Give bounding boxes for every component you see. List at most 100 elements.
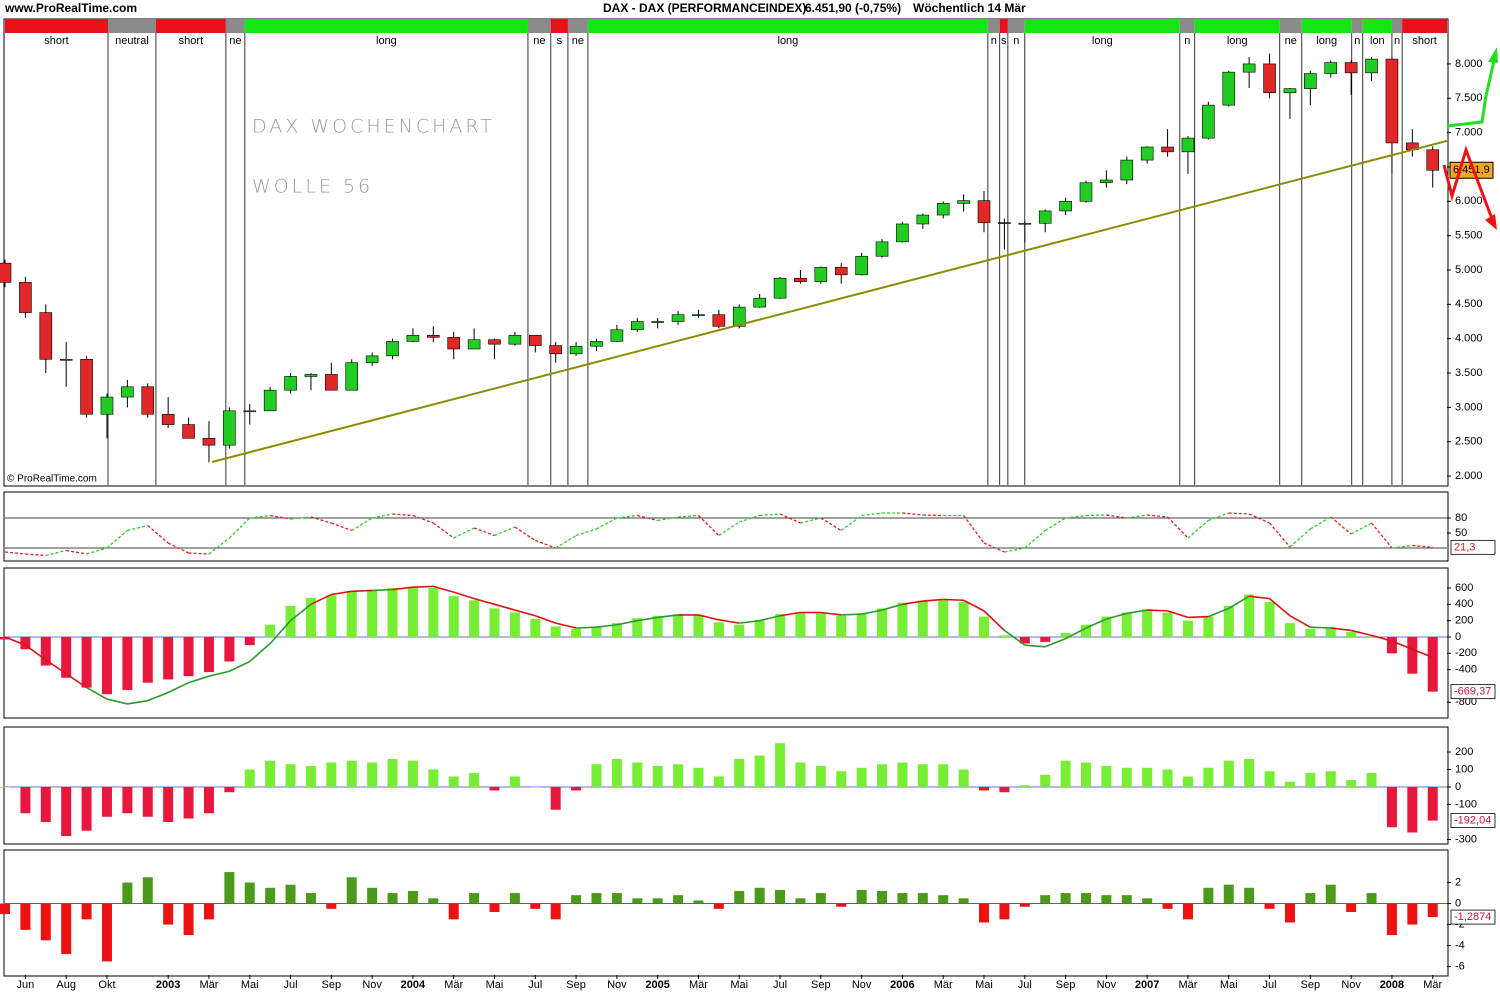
oscillator-segment — [310, 516, 332, 524]
subtitle: 6.451,90 (-0,75%) — [805, 1, 901, 15]
candle-body — [467, 339, 481, 350]
histogram-bar — [305, 597, 316, 637]
candle-body — [1079, 182, 1093, 202]
regime-label: long — [1227, 35, 1248, 47]
oscillator-segment — [840, 514, 863, 532]
histogram-bar — [571, 787, 582, 791]
histogram-bar — [856, 767, 867, 788]
signal-segment — [372, 588, 393, 592]
histogram-bar — [632, 618, 643, 637]
signal-segment — [576, 626, 597, 629]
y-tick-label: 0 — [1455, 631, 1461, 643]
y-tick-label: -300 — [1455, 833, 1477, 845]
chart-title: DAX - DAX (PERFORMANCEINDEX) — [603, 1, 806, 15]
histogram-bar — [367, 887, 378, 904]
oscillator-segment — [739, 514, 760, 523]
histogram-bar — [1366, 636, 1377, 637]
candle-body — [977, 200, 991, 223]
oscillator-segment — [535, 539, 556, 549]
oscillator-segment — [106, 530, 128, 549]
histogram-bar — [326, 903, 337, 909]
y-tick-label: 80 — [1455, 512, 1467, 524]
regime-band — [1402, 19, 1447, 33]
regime-band — [567, 19, 588, 33]
signal-segment — [1147, 609, 1168, 612]
histogram-bar — [1040, 774, 1051, 788]
y-tick-label: 400 — [1455, 598, 1473, 610]
histogram-bar — [203, 636, 214, 673]
histogram-bar — [611, 623, 622, 637]
histogram-bar — [1142, 898, 1153, 904]
histogram-bar — [40, 903, 51, 941]
histogram-bar — [897, 762, 908, 788]
signal-segment — [881, 603, 903, 611]
x-tick-label: Sep — [811, 979, 831, 991]
candle-body — [1181, 137, 1195, 153]
signal-segment — [1024, 644, 1046, 648]
histogram-bar — [713, 622, 724, 637]
signal-segment — [86, 686, 108, 700]
candle-body — [100, 396, 114, 415]
histogram-bar — [469, 773, 480, 788]
regime-band — [155, 19, 226, 33]
oscillator-segment — [86, 547, 108, 555]
candle-body — [651, 321, 664, 323]
regime-band — [225, 19, 245, 33]
candle-body — [916, 214, 930, 225]
regime-label: ne — [533, 35, 545, 47]
histogram-bar — [489, 608, 500, 637]
histogram-bar — [40, 636, 51, 666]
histogram-bar — [1142, 767, 1153, 788]
histogram-bar — [693, 614, 704, 637]
histogram-bar — [326, 762, 337, 788]
oscillator-segment — [1106, 514, 1127, 519]
pane-frame — [3, 726, 1449, 845]
candle-body — [1426, 149, 1440, 171]
histogram-bar — [428, 588, 439, 637]
histogram-bar — [673, 895, 684, 904]
y-tick-label: 4.500 — [1455, 298, 1483, 310]
histogram-bar — [244, 636, 255, 646]
histogram-bar — [142, 877, 153, 904]
histogram-bar — [958, 601, 969, 637]
signal-segment — [1228, 595, 1250, 610]
histogram-bar — [1101, 616, 1112, 637]
oscillator-segment — [1024, 530, 1046, 549]
histogram-bar — [203, 787, 214, 814]
signal-segment — [1371, 634, 1393, 642]
oscillator-segment — [718, 521, 740, 537]
candle-body — [896, 223, 909, 243]
candle-body — [1161, 146, 1174, 153]
histogram-bar — [550, 626, 561, 637]
oscillator-segment — [473, 527, 495, 537]
histogram-bar — [265, 624, 276, 637]
histogram-bar — [550, 903, 561, 920]
pane-frame — [3, 567, 1449, 719]
y-tick-label: 7.500 — [1455, 92, 1483, 104]
regime-label: long — [1316, 35, 1337, 47]
last-value-label: -669,37 — [1454, 686, 1491, 698]
histogram-bar — [571, 628, 582, 637]
oscillator-segment — [1085, 514, 1107, 517]
oscillator-segment — [1248, 513, 1270, 524]
histogram-bar — [775, 614, 786, 637]
histogram-bar — [244, 882, 255, 904]
y-tick-label: -6 — [1455, 961, 1465, 973]
signal-segment — [514, 609, 536, 617]
candle-body — [1242, 63, 1256, 73]
histogram-bar — [938, 600, 949, 637]
candle-body — [732, 306, 746, 327]
histogram-bar — [530, 903, 541, 909]
histogram-bar — [754, 755, 765, 788]
histogram-bar — [938, 764, 949, 788]
histogram-bar — [305, 893, 316, 904]
regime-band — [1179, 19, 1195, 33]
regime-band — [1362, 19, 1392, 33]
x-tick-label: Mai — [730, 979, 748, 991]
regime-band — [1024, 19, 1180, 33]
candle-body — [1385, 58, 1399, 144]
source: www.ProRealTime.com — [4, 1, 137, 15]
histogram-bar — [203, 903, 214, 920]
histogram-bar — [673, 614, 684, 637]
